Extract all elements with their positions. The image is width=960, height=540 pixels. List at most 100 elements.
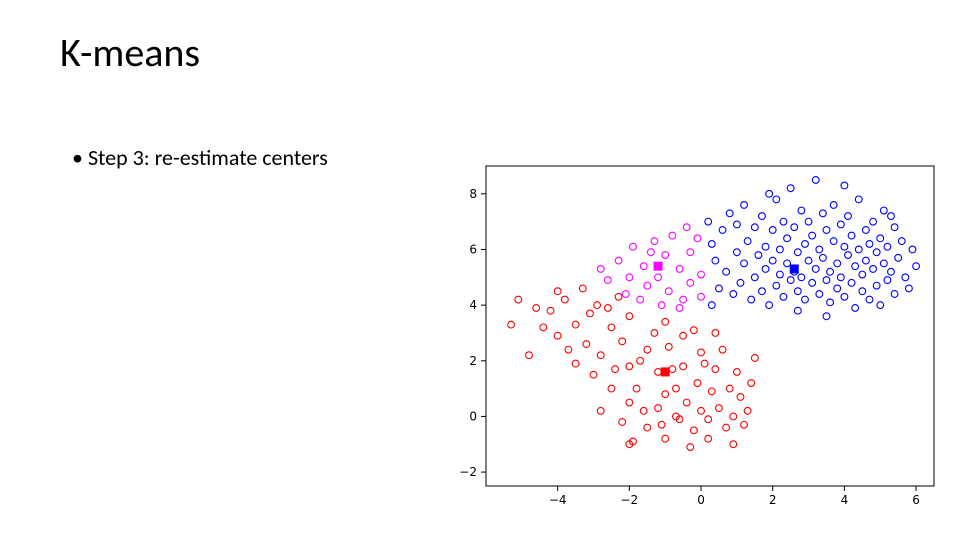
data-point — [712, 257, 719, 264]
data-point — [744, 238, 751, 245]
data-point — [837, 274, 844, 281]
plot-border — [486, 166, 934, 486]
data-point — [816, 291, 823, 298]
data-point — [590, 371, 597, 378]
data-point — [891, 224, 898, 231]
data-point — [608, 385, 615, 392]
x-tick-label: −2 — [621, 493, 639, 507]
data-point — [802, 241, 809, 248]
data-point — [637, 357, 644, 364]
data-point — [848, 232, 855, 239]
data-point — [870, 266, 877, 273]
data-point — [626, 363, 633, 370]
data-point — [615, 257, 622, 264]
data-point — [898, 238, 905, 245]
data-point — [744, 407, 751, 414]
data-point — [687, 444, 694, 451]
data-point — [604, 277, 611, 284]
data-point — [662, 391, 669, 398]
data-point — [655, 369, 662, 376]
data-point — [651, 330, 658, 337]
y-tick-label: 6 — [469, 242, 477, 256]
data-point — [741, 260, 748, 267]
data-point — [633, 385, 640, 392]
data-point — [812, 177, 819, 184]
data-point — [776, 246, 783, 253]
data-point — [640, 263, 647, 270]
data-point — [809, 232, 816, 239]
data-point — [859, 271, 866, 278]
data-point — [776, 271, 783, 278]
data-point — [780, 293, 787, 300]
data-point — [902, 274, 909, 281]
data-point — [705, 435, 712, 442]
data-point — [644, 282, 651, 289]
data-point — [665, 343, 672, 350]
data-point — [708, 241, 715, 248]
data-point — [873, 249, 880, 256]
data-point — [794, 307, 801, 314]
data-point — [741, 421, 748, 428]
data-point — [690, 327, 697, 334]
data-point — [870, 218, 877, 225]
y-tick-label: 0 — [469, 409, 477, 423]
data-point — [723, 268, 730, 275]
data-point — [662, 318, 669, 325]
data-point — [665, 288, 672, 295]
data-point — [823, 227, 830, 234]
data-point — [841, 243, 848, 250]
data-point — [837, 221, 844, 228]
centroid-marker — [661, 367, 670, 376]
y-tick-label: 2 — [469, 354, 477, 368]
data-point — [780, 218, 787, 225]
data-point — [698, 407, 705, 414]
data-point — [726, 210, 733, 217]
data-point — [812, 266, 819, 273]
data-point — [726, 385, 733, 392]
data-point — [809, 279, 816, 286]
data-point — [880, 260, 887, 267]
data-point — [694, 380, 701, 387]
data-point — [845, 252, 852, 259]
data-point — [712, 366, 719, 373]
data-point — [819, 254, 826, 261]
data-point — [751, 355, 758, 362]
data-point — [895, 254, 902, 261]
data-point — [773, 196, 780, 203]
data-point — [759, 288, 766, 295]
data-point — [540, 324, 547, 331]
data-point — [816, 246, 823, 253]
data-point — [748, 296, 755, 303]
data-point — [841, 293, 848, 300]
data-point — [880, 207, 887, 214]
data-point — [708, 302, 715, 309]
data-point — [827, 299, 834, 306]
data-point — [877, 302, 884, 309]
data-point — [805, 218, 812, 225]
data-point — [533, 305, 540, 312]
data-point — [515, 296, 522, 303]
data-point — [773, 282, 780, 289]
data-point — [683, 224, 690, 231]
data-point — [794, 249, 801, 256]
data-point — [762, 243, 769, 250]
data-point — [737, 279, 744, 286]
data-point — [698, 293, 705, 300]
data-point — [733, 369, 740, 376]
data-point — [751, 274, 758, 281]
data-point — [554, 288, 561, 295]
centroid-marker — [654, 262, 663, 271]
data-point — [784, 260, 791, 267]
data-point — [791, 224, 798, 231]
data-point — [888, 213, 895, 220]
y-tick-label: −2 — [459, 465, 477, 479]
scatter-chart: −4−20246−202468 — [440, 160, 940, 520]
data-point — [759, 213, 766, 220]
data-point — [802, 296, 809, 303]
data-point — [794, 288, 801, 295]
data-point — [622, 291, 629, 298]
data-point — [587, 310, 594, 317]
x-tick-label: 6 — [912, 493, 920, 507]
data-point — [680, 332, 687, 339]
data-point — [769, 257, 776, 264]
